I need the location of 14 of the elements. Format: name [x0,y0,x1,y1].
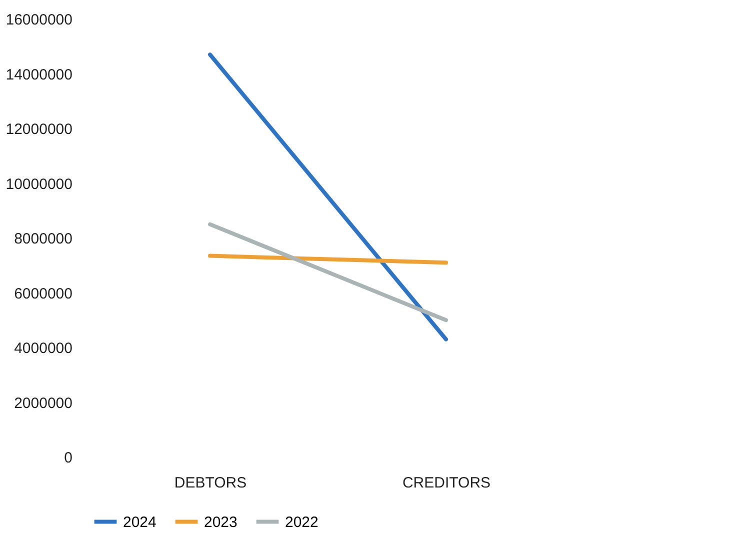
y-tick-label: 6000000 [14,285,72,302]
y-tick-label: 2000000 [14,394,72,412]
y-tick-label: 0 [64,450,72,466]
y-tick-label: 10000000 [6,176,72,193]
y-tick-label: 8000000 [14,230,72,248]
y-tick-label: 4000000 [14,340,72,357]
x-tick-label: CREDITORS [402,474,491,492]
x-tick-label: DEBTORS [174,474,247,492]
y-tick-label: 12000000 [6,121,72,138]
y-tick-label: 16000000 [6,12,72,28]
legend-label: 2024 [123,514,156,531]
y-tick-label: 14000000 [6,66,72,84]
legend-label: 2022 [285,514,318,531]
legend-label: 2023 [204,514,238,531]
